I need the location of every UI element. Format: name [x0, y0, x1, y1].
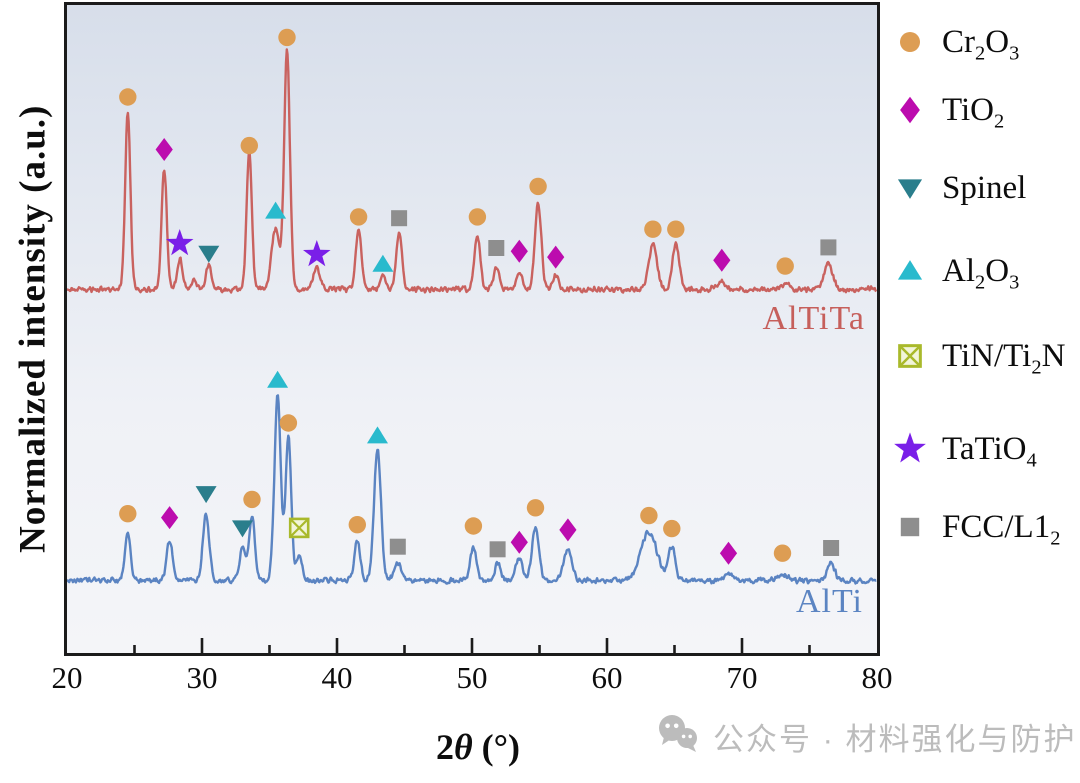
tatio4-marker-icon	[894, 432, 926, 463]
legend-label-cr2o3: Cr2O3	[942, 23, 1020, 65]
cr2o3-marker-icon	[899, 31, 921, 53]
tio2-marker	[510, 239, 528, 263]
cr2o3-marker	[464, 517, 483, 535]
legend-label-fcc: FCC/L12	[942, 508, 1061, 550]
fcc-marker	[391, 210, 408, 227]
tio2-marker	[161, 506, 179, 530]
spinel-marker-icon	[897, 179, 923, 199]
tio2-marker	[547, 245, 565, 269]
spinel-marker	[195, 486, 217, 504]
tio2-marker	[510, 530, 528, 554]
xrd-plot-canvas	[67, 28, 877, 653]
cr2o3-marker	[529, 177, 547, 196]
cr2o3-marker	[667, 220, 685, 238]
plot-area: AlTiTa AlTi	[64, 2, 880, 656]
tatio4-marker	[303, 240, 331, 267]
x-tick-label: 40	[321, 660, 353, 695]
cr2o3-marker	[348, 516, 366, 534]
x-axis-title-segment: 2	[435, 727, 454, 767]
watermark: 公众号 · 材料强化与防护	[655, 712, 1077, 760]
legend-item-tio2: TiO2	[893, 85, 1004, 135]
fcc-marker	[820, 239, 837, 256]
cr2o3-marker	[644, 220, 662, 238]
cr2o3-marker	[119, 88, 137, 106]
fcc-marker	[900, 517, 920, 537]
al2o3-marker	[897, 260, 923, 280]
wechat-icon	[659, 715, 697, 752]
legend-label-tio2: TiO2	[942, 91, 1005, 133]
tatio4-marker	[165, 229, 194, 256]
x-tick-label: 30	[186, 660, 218, 695]
spinel-marker	[198, 245, 220, 263]
x-axis-title: 2θ (°)	[436, 726, 520, 768]
x-axis-title-segment: (°)	[472, 727, 521, 767]
legend-item-tin: TiN/Ti2N	[893, 331, 1065, 381]
tio2-marker	[155, 138, 173, 161]
cr2o3-marker	[468, 208, 487, 226]
cr2o3-marker	[278, 28, 296, 47]
x-axis-title-segment: θ	[453, 727, 473, 767]
cr2o3-marker	[243, 490, 261, 509]
legend-item-al2o3: Al2O3	[893, 246, 1019, 296]
cr2o3-marker	[776, 257, 794, 275]
spinel-marker	[232, 520, 253, 538]
spinel-marker	[897, 179, 923, 199]
tio2-marker	[559, 518, 577, 542]
fcc-marker	[489, 541, 506, 558]
legend-label-tin: TiN/Ti2N	[942, 337, 1066, 379]
legend-label-tatio4: TaTiO4	[942, 430, 1037, 472]
cr2o3-marker	[240, 136, 258, 155]
al2o3-marker	[267, 370, 289, 388]
tatio4-marker	[894, 432, 926, 463]
cr2o3-marker	[640, 506, 658, 525]
x-tick-label: 80	[861, 660, 893, 695]
fcc-marker	[823, 540, 840, 556]
legend-item-fcc: FCC/L12	[893, 502, 1060, 552]
tio2-marker-icon	[900, 96, 920, 124]
cr2o3-marker	[279, 414, 298, 432]
series-label-altita: AlTiTa	[762, 300, 865, 337]
cr2o3-marker	[119, 505, 137, 523]
altita-curve	[67, 48, 877, 294]
tin-marker	[898, 344, 922, 368]
tin-marker-icon	[898, 344, 922, 368]
cr2o3-marker	[773, 544, 792, 562]
cr2o3-marker	[349, 208, 368, 226]
cr2o3-marker	[663, 519, 681, 538]
x-tick-label: 70	[726, 660, 758, 695]
legend-label-al2o3: Al2O3	[942, 252, 1020, 294]
watermark-text: 公众号 · 材料强化与防护	[713, 721, 1077, 757]
tio2-marker	[900, 96, 920, 124]
al2o3-marker	[367, 426, 388, 444]
x-tick-label: 20	[51, 660, 83, 695]
x-tick-label: 60	[591, 660, 623, 695]
al2o3-marker	[265, 201, 287, 219]
y-axis-label: Normalized intensity (a.u.)	[12, 104, 54, 554]
fcc-marker	[488, 240, 505, 256]
cr2o3-marker	[526, 499, 545, 517]
tio2-marker	[713, 248, 731, 272]
fcc-marker	[389, 538, 406, 555]
tin-marker	[288, 517, 310, 539]
legend-item-cr2o3: Cr2O3	[893, 17, 1019, 67]
tio2-marker	[719, 541, 738, 565]
x-tick-label: 50	[456, 660, 488, 695]
alti-curve	[67, 394, 877, 585]
series-label-alti: AlTi	[795, 583, 863, 620]
al2o3-marker-icon	[897, 260, 923, 280]
legend-label-spinel: Spinel	[942, 169, 1027, 206]
legend-item-spinel: Spinel	[893, 163, 1026, 213]
al2o3-marker	[372, 254, 394, 272]
fcc-marker-icon	[900, 517, 920, 537]
legend-item-tatio4: TaTiO4	[893, 424, 1037, 474]
cr2o3-marker	[899, 31, 921, 53]
